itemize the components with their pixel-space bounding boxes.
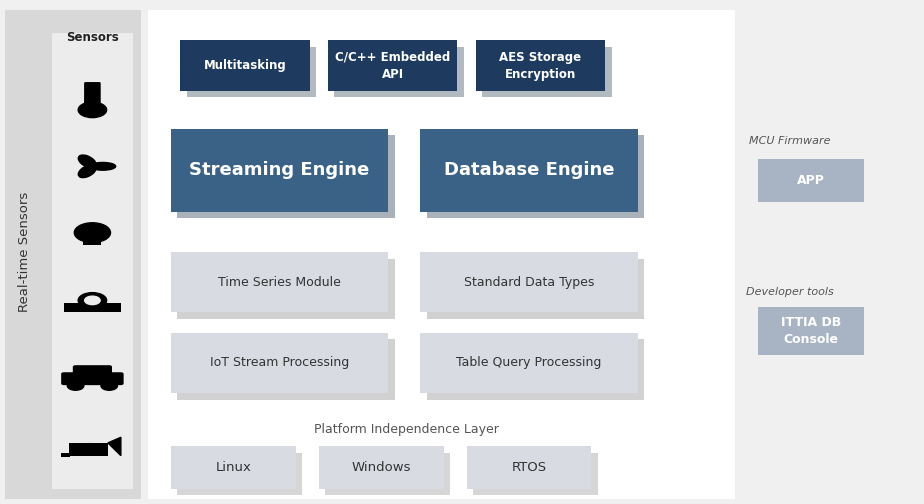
FancyBboxPatch shape	[758, 307, 864, 355]
FancyBboxPatch shape	[476, 40, 605, 91]
FancyBboxPatch shape	[325, 453, 450, 495]
Text: Linux: Linux	[215, 461, 251, 474]
Text: Sensors: Sensors	[66, 31, 119, 44]
FancyBboxPatch shape	[420, 129, 638, 212]
Text: MCU Firmware: MCU Firmware	[749, 136, 831, 146]
Ellipse shape	[79, 165, 96, 177]
FancyBboxPatch shape	[171, 446, 296, 489]
Text: Standard Data Types: Standard Data Types	[464, 276, 594, 289]
Circle shape	[79, 102, 106, 117]
Circle shape	[67, 381, 84, 390]
FancyBboxPatch shape	[177, 135, 395, 218]
FancyBboxPatch shape	[52, 33, 133, 489]
FancyBboxPatch shape	[758, 159, 864, 202]
FancyBboxPatch shape	[328, 40, 457, 91]
FancyBboxPatch shape	[5, 10, 141, 499]
FancyBboxPatch shape	[420, 252, 638, 312]
Text: Multitasking: Multitasking	[203, 59, 286, 72]
FancyBboxPatch shape	[420, 333, 638, 393]
Text: IoT Stream Processing: IoT Stream Processing	[210, 356, 349, 369]
Text: Real-time Sensors: Real-time Sensors	[18, 192, 30, 312]
Text: APP: APP	[796, 174, 825, 186]
Text: Database Engine: Database Engine	[444, 161, 614, 179]
FancyBboxPatch shape	[61, 454, 70, 457]
Text: RTOS: RTOS	[511, 461, 547, 474]
Circle shape	[80, 444, 99, 454]
FancyBboxPatch shape	[177, 453, 302, 495]
Circle shape	[101, 381, 117, 390]
Ellipse shape	[90, 162, 116, 170]
Text: Developer tools: Developer tools	[747, 287, 833, 297]
Text: Windows: Windows	[351, 461, 411, 474]
FancyBboxPatch shape	[177, 339, 395, 400]
FancyBboxPatch shape	[61, 372, 124, 385]
FancyBboxPatch shape	[427, 339, 644, 400]
FancyBboxPatch shape	[427, 135, 644, 218]
FancyBboxPatch shape	[319, 446, 444, 489]
Text: Time Series Module: Time Series Module	[218, 276, 341, 289]
Text: C/C++ Embedded
API: C/C++ Embedded API	[335, 50, 450, 81]
FancyBboxPatch shape	[467, 446, 591, 489]
Text: ITTIA DB
Console: ITTIA DB Console	[781, 317, 841, 346]
Ellipse shape	[79, 155, 96, 168]
FancyBboxPatch shape	[180, 40, 310, 91]
FancyBboxPatch shape	[148, 10, 735, 499]
Text: Streaming Engine: Streaming Engine	[189, 161, 370, 179]
FancyBboxPatch shape	[171, 252, 388, 312]
Circle shape	[86, 163, 99, 170]
FancyBboxPatch shape	[427, 259, 644, 319]
FancyBboxPatch shape	[73, 365, 112, 376]
FancyBboxPatch shape	[64, 303, 121, 311]
FancyBboxPatch shape	[482, 47, 612, 97]
FancyBboxPatch shape	[473, 453, 598, 495]
Polygon shape	[108, 437, 121, 456]
Circle shape	[79, 293, 106, 308]
Text: AES Storage
Encryption: AES Storage Encryption	[500, 50, 581, 81]
FancyBboxPatch shape	[177, 259, 395, 319]
FancyBboxPatch shape	[171, 129, 388, 212]
Circle shape	[74, 223, 111, 242]
FancyBboxPatch shape	[171, 333, 388, 393]
FancyBboxPatch shape	[83, 237, 102, 244]
FancyBboxPatch shape	[187, 47, 316, 97]
Text: Platform Independence Layer: Platform Independence Layer	[314, 423, 499, 436]
FancyBboxPatch shape	[84, 82, 101, 109]
Text: Table Query Processing: Table Query Processing	[456, 356, 602, 369]
Circle shape	[85, 296, 100, 304]
FancyBboxPatch shape	[334, 47, 464, 97]
FancyBboxPatch shape	[69, 443, 108, 456]
